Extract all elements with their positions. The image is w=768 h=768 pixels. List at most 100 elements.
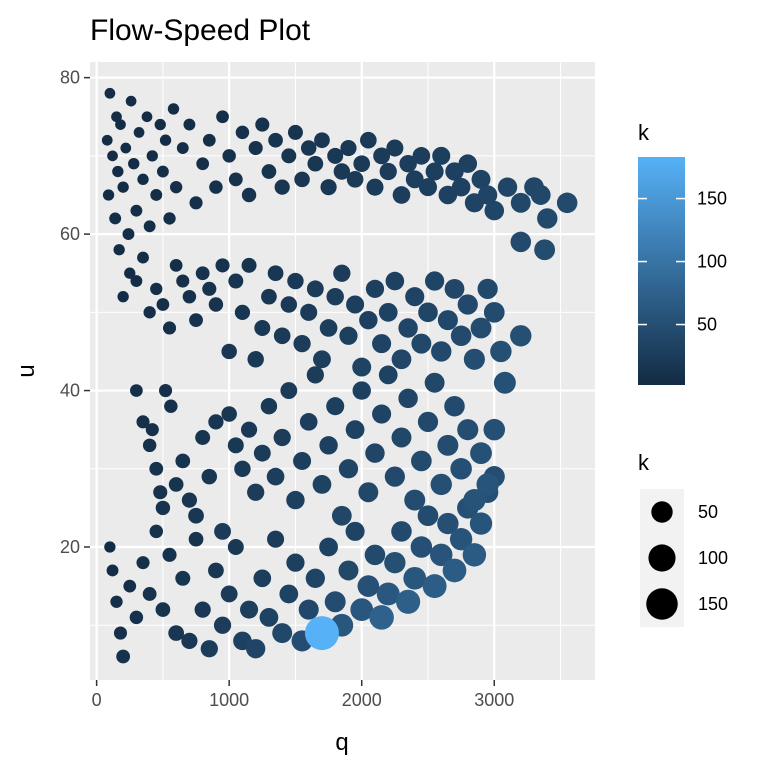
data-point <box>155 500 171 516</box>
data-point <box>130 275 143 287</box>
data-point <box>398 388 418 409</box>
data-point <box>235 125 250 140</box>
size-legend-label: 100 <box>698 548 728 568</box>
data-point <box>359 310 378 330</box>
data-point <box>254 319 271 336</box>
data-point <box>365 443 385 463</box>
data-point <box>247 351 264 368</box>
x-tick-label: 0 <box>92 690 102 710</box>
data-point <box>418 178 438 197</box>
data-point <box>162 321 177 335</box>
data-point <box>129 610 144 625</box>
data-point <box>365 279 385 298</box>
data-point <box>410 536 433 558</box>
data-point <box>154 118 166 131</box>
data-point <box>478 185 498 205</box>
size-legend-dot <box>646 588 678 620</box>
data-point <box>556 192 578 214</box>
data-point <box>280 382 298 399</box>
data-point <box>133 127 145 138</box>
data-point <box>260 397 278 415</box>
data-point <box>418 302 438 323</box>
data-point <box>339 326 358 345</box>
data-point <box>352 381 371 400</box>
data-point <box>372 334 392 354</box>
data-point <box>537 208 558 229</box>
data-point <box>346 171 364 188</box>
data-point <box>120 142 132 154</box>
data-point <box>253 569 272 588</box>
color-legend-label: 50 <box>697 315 717 335</box>
data-point <box>189 313 203 328</box>
data-point <box>304 616 339 651</box>
data-point <box>213 616 232 634</box>
data-point <box>470 442 492 465</box>
data-point <box>248 140 263 156</box>
data-point <box>327 147 344 164</box>
data-point <box>273 428 291 447</box>
size-legend-dot <box>651 501 673 523</box>
data-point <box>345 420 365 440</box>
data-point <box>298 599 319 620</box>
data-point <box>115 119 126 130</box>
data-point <box>227 437 244 454</box>
data-point <box>181 492 198 508</box>
data-point <box>253 444 271 462</box>
data-point <box>324 591 346 613</box>
data-point <box>314 132 330 149</box>
data-point <box>188 531 204 547</box>
data-point <box>128 158 140 170</box>
size-legend-title: k <box>638 450 650 475</box>
data-point <box>123 579 137 593</box>
data-point <box>241 257 257 273</box>
data-point <box>247 483 265 501</box>
data-point <box>384 466 405 487</box>
size-legend: k 50 100 150 <box>638 450 728 627</box>
data-point <box>176 142 189 154</box>
data-point <box>398 318 418 338</box>
data-point <box>399 154 417 173</box>
data-point <box>411 333 432 354</box>
data-point <box>422 574 447 599</box>
data-point <box>333 264 351 282</box>
data-point <box>463 488 486 512</box>
color-legend-label: 100 <box>697 252 727 272</box>
data-point <box>155 602 171 617</box>
data-point <box>176 274 190 288</box>
data-point <box>104 541 116 553</box>
data-point <box>150 189 163 201</box>
data-point <box>182 289 197 304</box>
data-point <box>379 162 397 181</box>
data-point <box>412 147 431 165</box>
data-point <box>411 450 432 472</box>
data-point <box>137 251 149 264</box>
data-point <box>141 111 153 123</box>
data-point <box>369 605 394 630</box>
data-point <box>391 521 412 542</box>
data-point <box>175 453 191 469</box>
data-point <box>240 421 258 438</box>
data-point <box>493 371 516 394</box>
data-point <box>220 585 238 603</box>
data-point <box>287 272 304 290</box>
data-point <box>209 180 223 194</box>
data-point <box>215 258 230 273</box>
data-point <box>326 287 344 306</box>
data-point <box>107 150 118 162</box>
data-point <box>136 415 150 429</box>
y-tick-label: 40 <box>60 381 80 401</box>
data-point <box>149 461 164 476</box>
data-point <box>181 632 198 649</box>
x-tick-label: 1000 <box>209 690 249 710</box>
data-point <box>168 477 184 492</box>
data-point <box>490 340 512 363</box>
data-point <box>378 365 398 385</box>
color-legend-bar <box>638 157 685 385</box>
data-point <box>444 278 465 299</box>
data-point <box>227 539 244 555</box>
data-point <box>364 544 386 566</box>
data-point <box>142 438 157 453</box>
y-axis-title: u <box>13 364 40 377</box>
data-point <box>259 608 279 627</box>
data-point <box>306 280 324 298</box>
